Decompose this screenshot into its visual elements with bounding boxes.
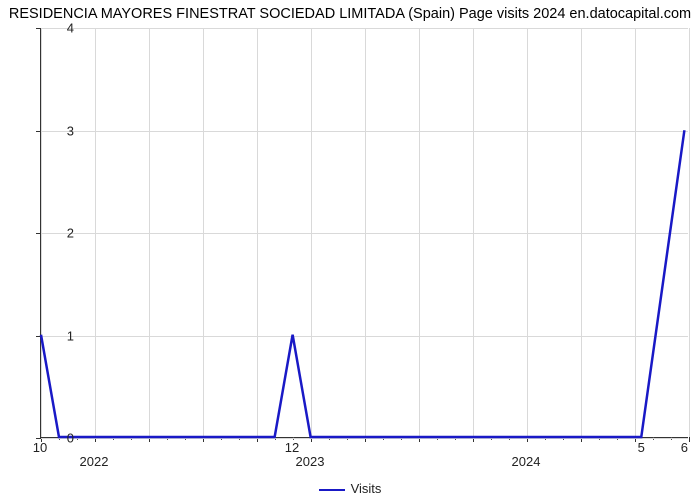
y-tick-label: 2 xyxy=(34,226,74,241)
x-year-label: 2022 xyxy=(80,454,109,469)
chart-area: 01234 202220232024 101256 xyxy=(40,28,688,438)
y-tick-label: 3 xyxy=(34,123,74,138)
plot-region xyxy=(40,28,688,438)
y-tick-label: 1 xyxy=(34,328,74,343)
x-top-label: 12 xyxy=(285,440,299,455)
legend: Visits xyxy=(0,481,700,496)
x-year-label: 2024 xyxy=(512,454,541,469)
x-top-label: 10 xyxy=(33,440,47,455)
visits-line xyxy=(41,28,688,437)
x-year-label: 2023 xyxy=(296,454,325,469)
chart-title: RESIDENCIA MAYORES FINESTRAT SOCIEDAD LI… xyxy=(0,6,700,22)
legend-swatch xyxy=(319,489,345,491)
x-top-label: 6 xyxy=(681,440,688,455)
x-top-label: 5 xyxy=(638,440,645,455)
legend-label: Visits xyxy=(351,481,382,496)
y-tick-label: 4 xyxy=(34,21,74,36)
